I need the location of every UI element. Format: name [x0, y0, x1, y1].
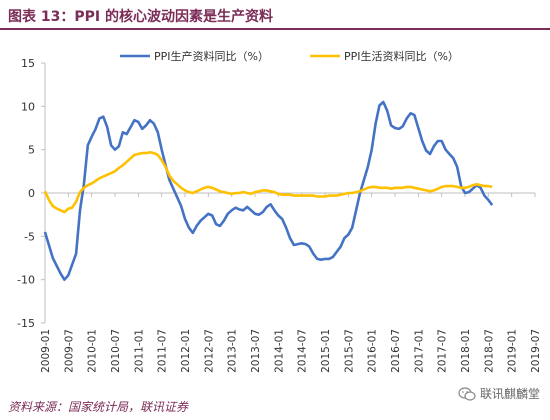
y-tick-label: 10 [21, 100, 35, 113]
title-divider [0, 28, 550, 30]
y-tick-label: 5 [28, 144, 35, 157]
x-tick-label: 2009-01 [40, 329, 52, 373]
y-tick-label: -10 [17, 274, 35, 287]
x-tick-label: 2013-07 [250, 329, 262, 373]
chart-title: 图表 13：PPI 的核心波动因素是生产资料 [8, 9, 273, 25]
x-tick-label: 2014-01 [273, 329, 285, 373]
x-tick-label: 2018-07 [483, 329, 495, 373]
x-tick-label: 2012-01 [180, 329, 192, 373]
series-line-2 [43, 151, 493, 214]
y-tick-label: 0 [28, 187, 35, 200]
wechat-icon [458, 386, 476, 401]
y-axis: -15 -10 -5 0 5 10 15 [17, 57, 46, 330]
legend-label: PPI生产资料同比（%） [154, 49, 269, 63]
x-tick-label: 2016-01 [367, 329, 379, 373]
x-tick-label: 2011-01 [133, 329, 145, 373]
x-tick-label: 2012-07 [203, 329, 215, 373]
x-tick-label: 2017-07 [437, 329, 449, 373]
x-axis: 2009-01 2009-07 2010-01 2010-07 2011-01 2011-… [40, 192, 542, 373]
x-tick-label: 2016-07 [390, 329, 402, 373]
x-tick-label: 2009-07 [63, 329, 75, 373]
x-tick-label: 2015-01 [320, 329, 332, 373]
legend-label: PPI生活资料同比（%） [344, 49, 459, 63]
x-tick-label: 2013-01 [227, 329, 239, 373]
x-tick-label: 2019-01 [507, 329, 519, 373]
watermark-label: 联讯麒麟堂 [479, 387, 540, 401]
watermark: 联讯麒麟堂 [458, 385, 540, 402]
series-layer [43, 100, 494, 281]
series-line-1 [43, 100, 494, 281]
x-tick-label: 2010-07 [110, 329, 122, 373]
legend: PPI生产资料同比（%） PPI生活资料同比（%） [120, 49, 459, 63]
x-tick-label: 2010-01 [87, 329, 99, 373]
y-tick-label: 15 [21, 57, 35, 70]
x-tick-label: 2011-07 [157, 329, 169, 373]
y-tick-label: -5 [24, 230, 35, 243]
source-note: 资料来源：国家统计局，联讯证券 [8, 400, 189, 414]
x-tick-label: 2014-07 [297, 329, 309, 373]
x-tick-label: 2019-07 [530, 329, 542, 373]
x-tick-label: 2018-01 [460, 329, 472, 373]
y-tick-label: -15 [17, 317, 35, 330]
line-chart: PPI生产资料同比（%） PPI生活资料同比（%） -15-10-5051015 … [17, 49, 542, 373]
x-tick-label: 2017-01 [413, 329, 425, 373]
x-tick-label: 2015-07 [343, 329, 355, 373]
